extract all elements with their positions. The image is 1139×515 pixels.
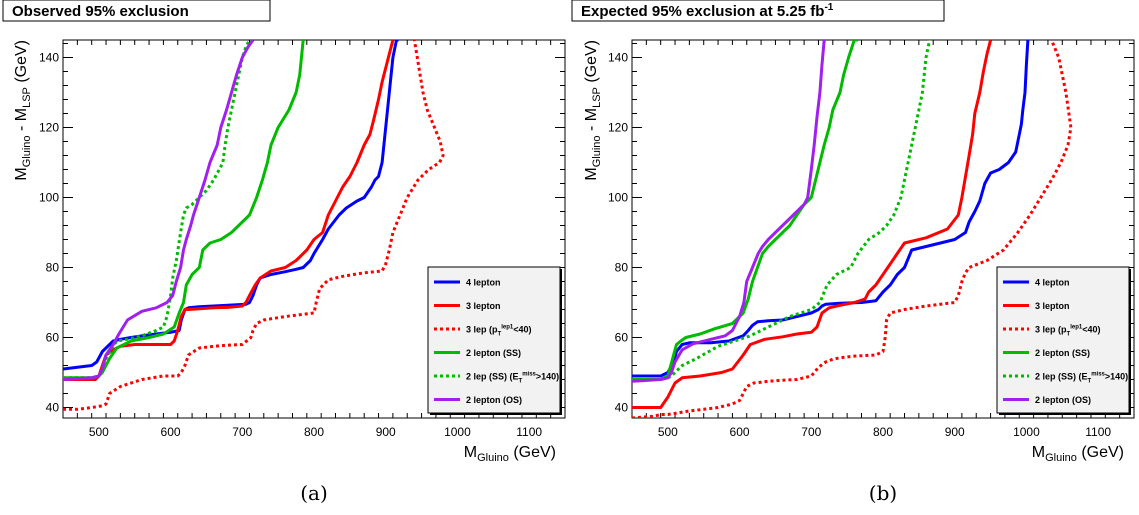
legend: 4 lepton 3 lepton 3 lep (pTlep1<40) 2 lepto…: [427, 266, 562, 415]
x-tick-label: 1000: [1013, 425, 1040, 439]
y-tick-label: 120: [608, 121, 628, 135]
legend-label: 4 lepton: [466, 278, 501, 288]
series-line-4: [632, 40, 932, 381]
x-tick-label: 1000: [444, 425, 471, 439]
x-tick-label: 600: [161, 425, 181, 439]
series-line-0: [63, 40, 399, 371]
plot-area: [632, 40, 1073, 418]
x-tick-label: 500: [89, 425, 109, 439]
legend-label: 2 lepton (SS): [1035, 348, 1090, 358]
panel-b: Expected 95% exclusion at 5.25 fb-1 500 60…: [571, 0, 1135, 505]
y-tick-label: 120: [39, 121, 59, 135]
y-tick-label: 60: [615, 331, 629, 345]
chart-title-box: [2, 0, 271, 22]
panel-caption: (b): [869, 481, 897, 505]
x-axis: 500 600 700 800 900 1000 1100: [631, 40, 1135, 439]
x-tick-label: 900: [376, 425, 396, 439]
series-line-2: [632, 40, 1073, 418]
chart-title-box: [571, 0, 945, 22]
y-tick-label: 140: [608, 51, 628, 65]
series-line-0: [632, 40, 1030, 378]
y-tick-label: 40: [46, 401, 60, 415]
series-line-1: [632, 40, 993, 409]
x-tick-label: 700: [232, 425, 252, 439]
x-axis-label: MGluino (GeV): [1032, 444, 1124, 464]
x-tick-label: 1100: [1085, 425, 1111, 439]
legend-label: 2 lepton (OS): [1035, 395, 1091, 405]
legend-label: 2 lepton (SS): [466, 348, 521, 358]
plot-frame: [62, 39, 566, 419]
y-tick-label: 60: [46, 331, 60, 345]
plot-area: [63, 40, 445, 411]
x-axis-label: MGluino (GeV): [464, 444, 556, 464]
x-tick-label: 600: [730, 425, 750, 439]
y-tick-label: 40: [615, 401, 629, 415]
legend: 4 lepton 3 lepton 3 lep (pTlep1<40) 2 lepto…: [996, 266, 1131, 415]
series-line-5: [63, 40, 255, 381]
x-tick-label: 800: [873, 425, 893, 439]
legend-label: 3 lep (pTlep1<40): [466, 325, 531, 338]
legend-label: 3 lepton: [1035, 301, 1070, 311]
x-axis: 500 600 700 800 900 1000 1100: [62, 40, 566, 439]
legend-box: [427, 266, 561, 414]
x-tick-label: 800: [304, 425, 324, 439]
legend-label: 3 lep (pTlep1<40): [1035, 325, 1100, 338]
y-axis-label: MGluino - MLSP (GeV): [583, 40, 603, 181]
legend-box: [996, 266, 1130, 414]
legend-label: 2 lep (SS) (ETmiss>140): [466, 372, 559, 385]
series-line-3: [63, 40, 305, 380]
panel-a: Observed 95% exclusion 500 600 700 800 900 100…: [2, 0, 566, 505]
series-line-5: [632, 40, 826, 383]
y-tick-label: 100: [608, 191, 628, 205]
y-tick-label: 140: [39, 51, 59, 65]
y-tick-label: 100: [39, 191, 59, 205]
legend-label: 4 lepton: [1035, 278, 1070, 288]
y-axis: 40 60 80 100 120 140: [39, 43, 565, 415]
series-line-2: [63, 40, 445, 411]
legend-label: 3 lepton: [466, 301, 501, 311]
series-line-4: [63, 40, 253, 380]
panel-caption: (a): [300, 481, 328, 505]
chart-title: Expected 95% exclusion at 5.25 fb-1: [581, 2, 834, 20]
legend-label: 2 lep (SS) (ETmiss>140): [1035, 372, 1128, 385]
y-tick-label: 80: [615, 261, 629, 275]
y-tick-label: 80: [46, 261, 60, 275]
x-tick-label: 500: [658, 425, 678, 439]
x-tick-label: 900: [945, 425, 965, 439]
x-tick-label: 1100: [516, 425, 542, 439]
y-axis: 40 60 80 100 120 140: [608, 43, 1134, 415]
legend-label: 2 lepton (OS): [466, 395, 522, 405]
y-axis-label: MGluino - MLSP (GeV): [13, 40, 33, 181]
x-tick-label: 700: [801, 425, 821, 439]
chart-title: Observed 95% exclusion: [12, 3, 189, 20]
plot-frame: [631, 39, 1135, 419]
series-line-1: [63, 40, 395, 381]
series-line-3: [632, 40, 858, 381]
